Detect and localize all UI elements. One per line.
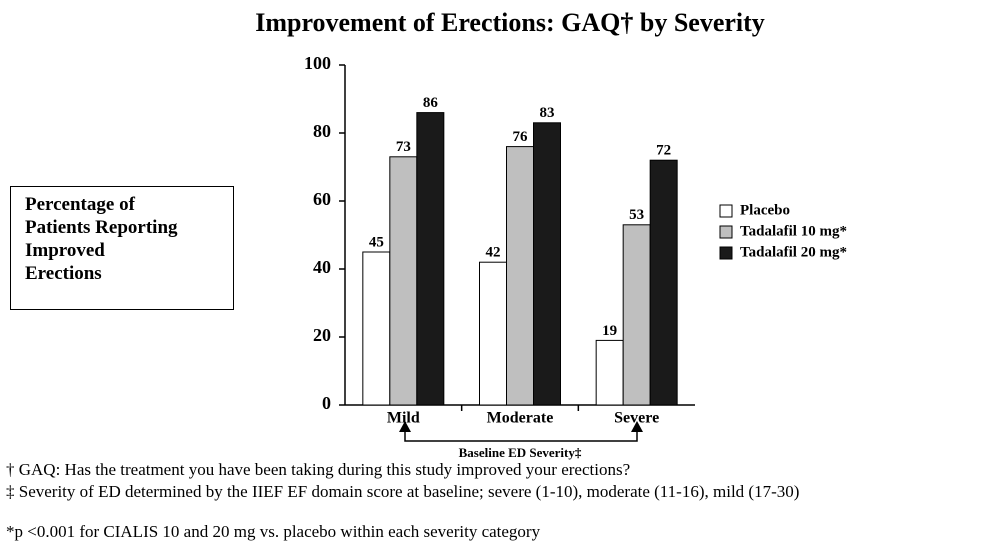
legend-label: Placebo xyxy=(740,202,790,218)
y-tick-label: 0 xyxy=(322,393,331,413)
y-tick-label: 80 xyxy=(313,121,331,141)
data-label: 42 xyxy=(486,245,501,261)
bar xyxy=(479,261,507,406)
x-tick-label: Moderate xyxy=(487,410,554,427)
x-tick-label: Mild xyxy=(387,410,420,427)
y-tick-label: 60 xyxy=(313,189,331,209)
x-label-arrow xyxy=(404,430,638,442)
legend-swatch xyxy=(719,246,733,260)
data-label: 73 xyxy=(396,139,411,155)
bar xyxy=(533,122,561,406)
y-tick-label: 40 xyxy=(313,257,331,277)
chart-title: Improvement of Erections: GAQ† by Severi… xyxy=(255,8,765,37)
legend-label: Tadalafil 10 mg* xyxy=(740,223,847,239)
bar xyxy=(416,112,445,406)
legend-swatch xyxy=(719,225,733,239)
y-axis-label-box: Percentage of Patients Reporting Improve… xyxy=(10,186,234,310)
data-label: 76 xyxy=(513,129,529,145)
bar xyxy=(595,339,624,406)
data-label: 72 xyxy=(656,143,671,159)
data-label: 83 xyxy=(540,105,555,121)
data-label: 53 xyxy=(629,207,644,223)
y-tick-label: 100 xyxy=(304,53,331,73)
footnote: † GAQ: Has the treatment you have been t… xyxy=(6,460,631,479)
x-axis-label: Baseline ED Severity‡ xyxy=(459,445,582,460)
data-label: 45 xyxy=(369,234,384,250)
bar xyxy=(389,156,418,406)
footnote: ‡ Severity of ED determined by the IIEF … xyxy=(6,482,800,501)
legend-swatch xyxy=(719,204,733,218)
legend-label: Tadalafil 20 mg* xyxy=(740,244,847,260)
footnote: *p <0.001 for CIALIS 10 and 20 mg vs. pl… xyxy=(6,522,541,541)
bar xyxy=(362,251,391,406)
bar xyxy=(506,146,534,406)
bar xyxy=(622,224,651,406)
y-tick-label: 20 xyxy=(313,325,331,345)
x-tick-label: Severe xyxy=(614,410,659,427)
bar xyxy=(649,159,678,406)
data-label: 86 xyxy=(423,95,439,111)
y-axis-label: Percentage of Patients Reporting Improve… xyxy=(25,194,178,284)
data-label: 19 xyxy=(602,323,617,339)
